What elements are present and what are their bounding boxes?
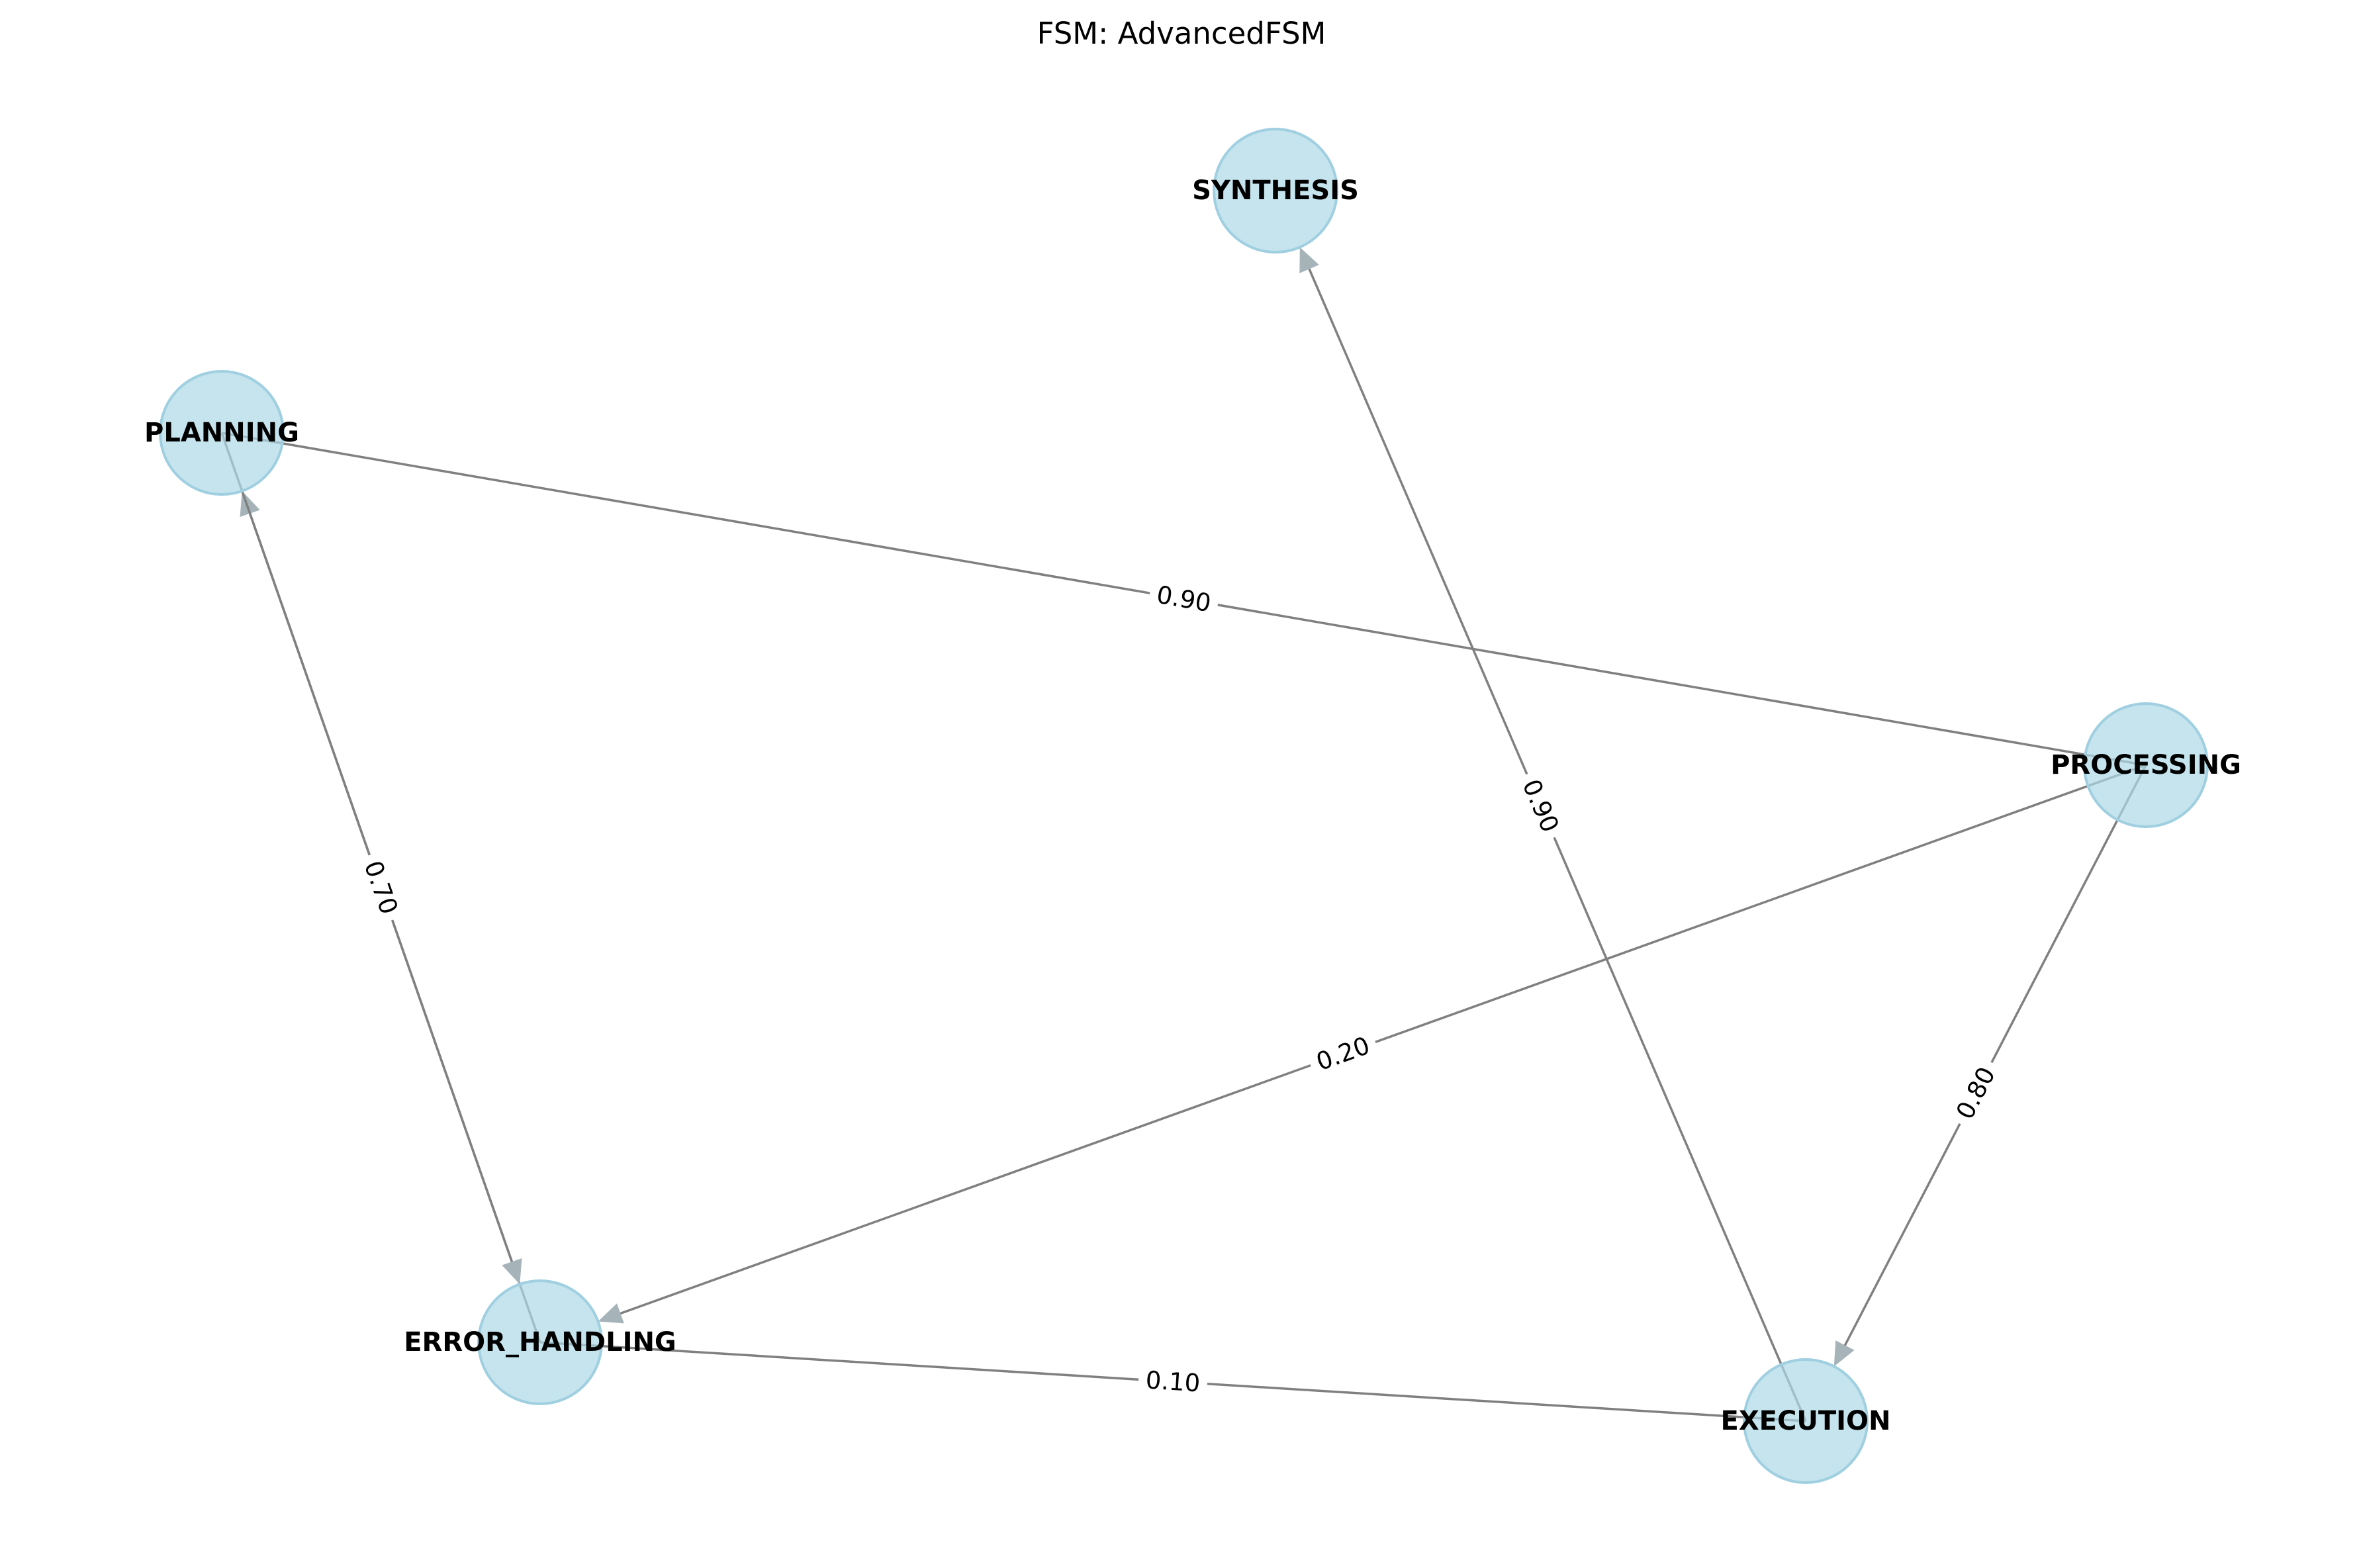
- state-circle: [1213, 128, 1338, 254]
- edges-layer: [220, 247, 2147, 1422]
- edge-label-group: 0.20: [1305, 1025, 1381, 1082]
- arrowhead-error_handling: [598, 1303, 624, 1324]
- state-node-synthesis: SYNTHESIS: [1192, 128, 1359, 254]
- state-label: SYNTHESIS: [1192, 175, 1359, 206]
- nodes-layer: SYNTHESIS PLANNING PROCESSING ERROR_HANDLIN…: [144, 128, 2241, 1484]
- state-label: ERROR_HANDLING: [404, 1327, 676, 1358]
- arrowhead-error_handling: [502, 1258, 522, 1285]
- edge-label-background: [1944, 1054, 2008, 1132]
- edge-label-group: 0.70: [353, 849, 409, 926]
- edge-label-background: [1511, 767, 1570, 845]
- state-node-planning: PLANNING: [144, 370, 299, 496]
- state-label: EXECUTION: [1721, 1406, 1891, 1436]
- edge-label-group: 0.90: [1146, 576, 1221, 622]
- edge-label-group: 0.80: [1944, 1054, 2008, 1132]
- state-node-error-handling: ERROR_HANDLING: [404, 1279, 676, 1405]
- state-circle: [477, 1279, 603, 1405]
- diagram-title: FSM: AdvancedFSM: [1037, 16, 1326, 51]
- edge-label-background: [1305, 1025, 1381, 1082]
- state-node-execution: EXECUTION: [1721, 1358, 1891, 1484]
- edge-label-background: [353, 849, 409, 926]
- edge-label-background: [1146, 576, 1221, 622]
- state-label: PLANNING: [144, 418, 299, 448]
- state-label: PROCESSING: [2051, 750, 2241, 780]
- state-circle: [2083, 702, 2209, 828]
- edge-labels-layer: 0.90 0.90 0.70 0.20 0.80 0.10: [353, 576, 2008, 1401]
- edge-label: 0.10: [1145, 1365, 1201, 1397]
- state-circle: [1743, 1358, 1869, 1484]
- state-circle: [159, 370, 285, 496]
- edge-label-group: 0.90: [1511, 767, 1570, 845]
- state-node-processing: PROCESSING: [2051, 702, 2241, 828]
- edge-label-background: [1137, 1362, 1209, 1401]
- arrowhead-execution: [1833, 1340, 1855, 1367]
- arrowhead-synthesis: [1299, 247, 1319, 273]
- edge-label-group: 0.10: [1137, 1362, 1209, 1401]
